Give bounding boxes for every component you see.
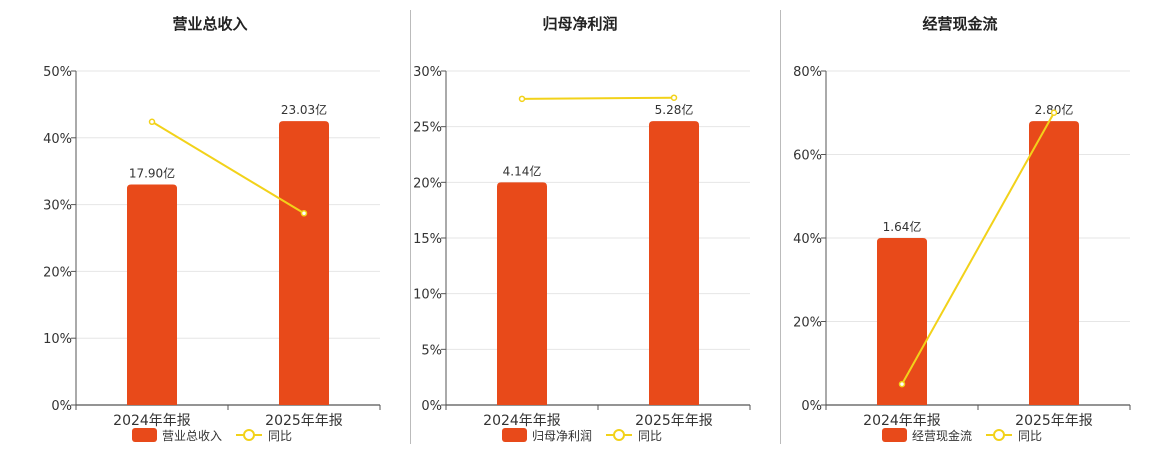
y-tick-label: 0% xyxy=(51,399,72,414)
legend-label: 经营现金流 xyxy=(912,428,972,443)
bar-data-label: 5.28亿 xyxy=(655,102,694,117)
line-point xyxy=(670,94,678,101)
y-tick-label: 10% xyxy=(43,332,72,347)
y-tick-label: 20% xyxy=(793,316,822,331)
bar-data-label: 17.90亿 xyxy=(129,166,175,181)
series-line xyxy=(521,96,675,100)
line-point xyxy=(300,210,308,217)
y-tick-label: 50% xyxy=(43,65,72,80)
chart-title: 归母净利润 xyxy=(542,15,617,33)
y-tick-label: 40% xyxy=(793,232,822,247)
y-tick-label: 40% xyxy=(43,132,72,147)
x-tick-label: 2024年年报 xyxy=(113,413,191,429)
legend-label: 同比 xyxy=(268,429,292,443)
y-tick-label: 80% xyxy=(793,65,822,80)
series-line xyxy=(901,112,1055,385)
y-tick-label: 10% xyxy=(413,288,442,303)
y-tick-label: 30% xyxy=(413,65,442,80)
legend-label: 同比 xyxy=(638,429,662,443)
y-tick-label: 15% xyxy=(413,232,442,247)
y-tick-label: 0% xyxy=(801,399,822,414)
y-tick-label: 5% xyxy=(421,343,442,358)
x-tick-label: 2025年年报 xyxy=(635,413,713,429)
series-line xyxy=(151,120,305,215)
legend-swatch-marker xyxy=(243,429,255,441)
bar xyxy=(877,238,927,405)
y-tick-label: 60% xyxy=(793,149,822,164)
bar-data-label: 23.03亿 xyxy=(281,102,327,117)
x-tick-label: 2025年年报 xyxy=(1015,413,1093,429)
chart-panel: 营业总收入 0% 10% 20% 30% 40% 50% 2024年年报 2025年年报 17.9… xyxy=(43,15,381,443)
bar-data-label: 1.64亿 xyxy=(883,219,922,234)
bar xyxy=(127,184,177,405)
legend-swatch-marker xyxy=(993,429,1005,441)
chart-title: 经营现金流 xyxy=(922,15,997,33)
legend-label: 同比 xyxy=(1018,429,1042,443)
legend-swatch-marker xyxy=(613,429,625,441)
bar xyxy=(649,121,699,405)
bar xyxy=(1029,121,1079,405)
y-tick-label: 20% xyxy=(43,265,72,280)
legend-label: 营业总收入 xyxy=(162,429,222,443)
line-point xyxy=(898,380,906,388)
y-tick-label: 0% xyxy=(421,399,442,414)
chart-title: 营业总收入 xyxy=(172,15,247,33)
line-point xyxy=(148,118,156,126)
panel-divider xyxy=(410,10,411,444)
chart-panel: 经营现金流0%20%40%60%80%2024年年报2025年年报1.64亿2.… xyxy=(793,15,1131,443)
bar xyxy=(279,121,329,405)
legend-swatch-bar xyxy=(882,428,907,442)
x-tick-label: 2024年年报 xyxy=(863,413,941,429)
legend-swatch-bar xyxy=(502,428,527,442)
bar xyxy=(497,182,547,405)
y-tick-label: 30% xyxy=(43,199,72,214)
y-tick-label: 25% xyxy=(413,121,442,136)
legend-swatch-bar xyxy=(132,428,157,442)
x-tick-label: 2025年年报 xyxy=(265,413,343,429)
x-tick-label: 2024年年报 xyxy=(483,413,561,429)
line-point xyxy=(1050,109,1058,116)
y-tick-label: 20% xyxy=(413,176,442,191)
legend-label: 归母净利润 xyxy=(532,429,592,443)
panel-divider xyxy=(780,10,781,444)
line-point xyxy=(518,95,526,103)
bar-data-label: 4.14亿 xyxy=(503,163,542,178)
chart-panel: 归母净利润 0% 5% 10% 15% 20% 25% 30% 2024年年报 2025年年报 4.… xyxy=(413,15,751,443)
